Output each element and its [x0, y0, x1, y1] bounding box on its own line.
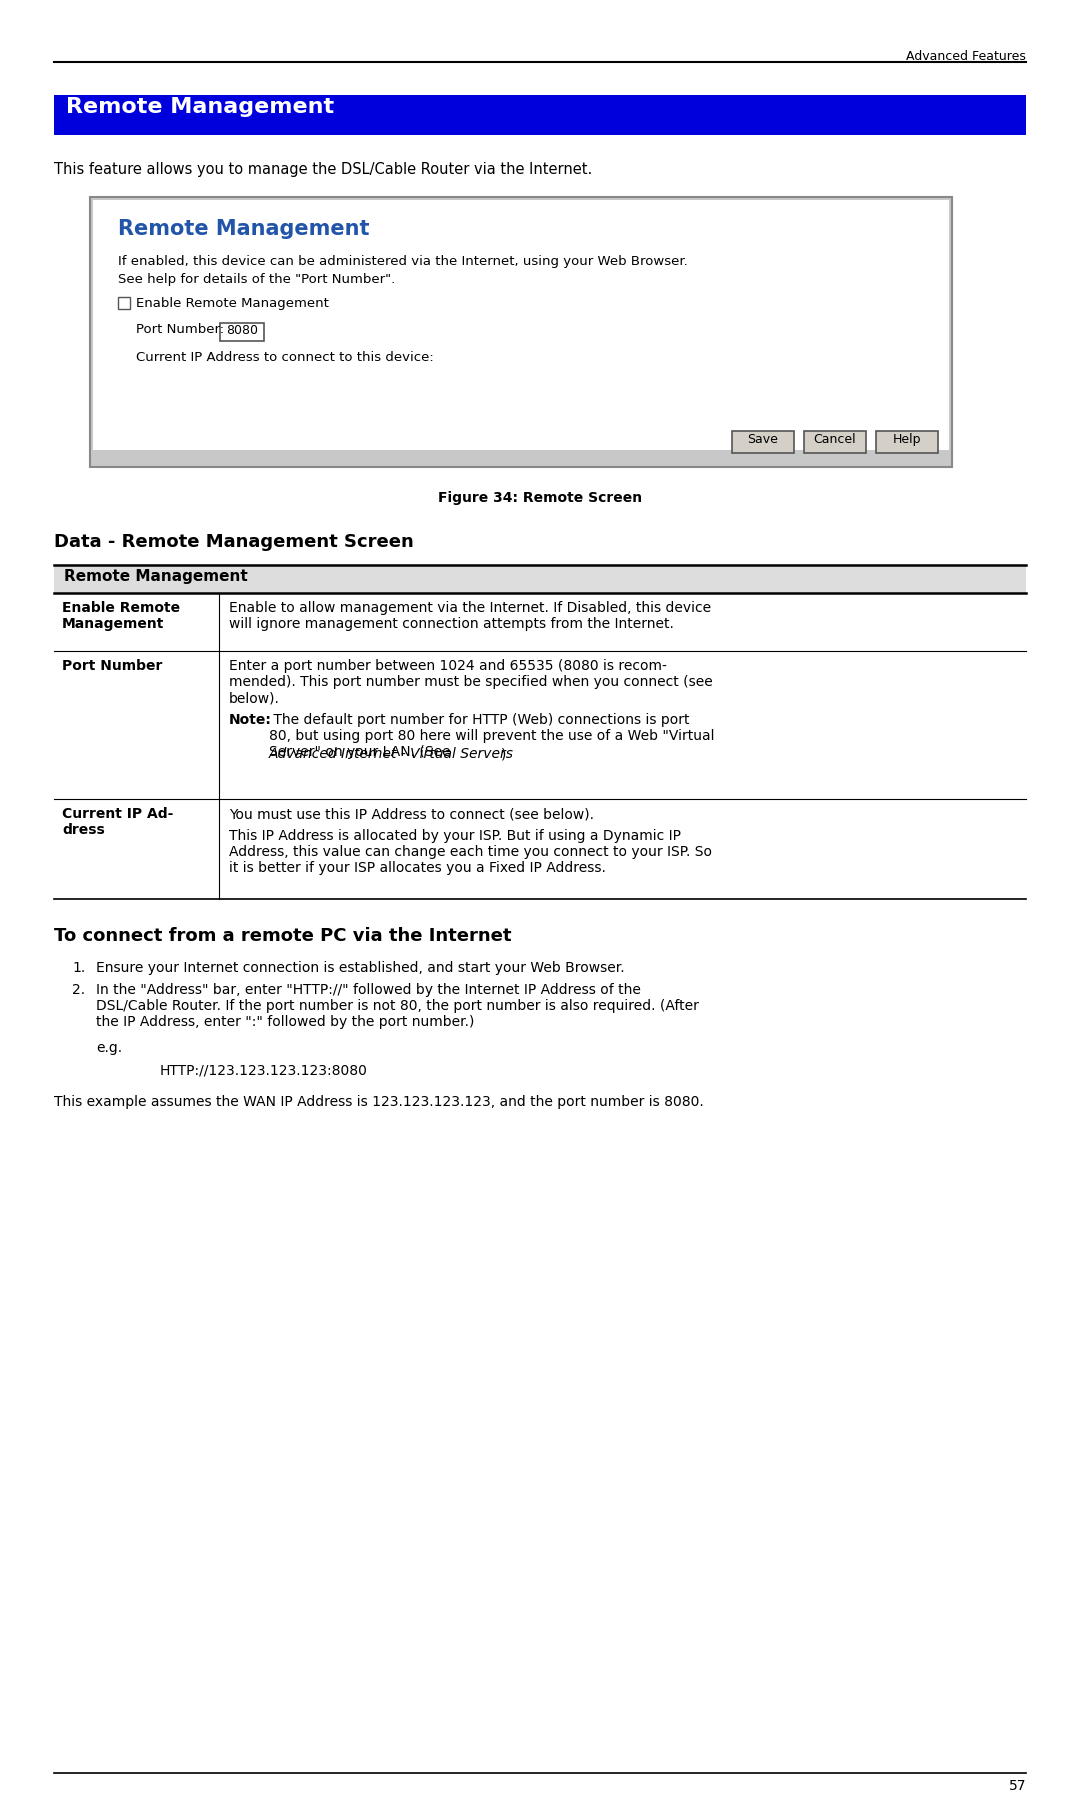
Bar	[732, 431, 794, 453]
Text: Data - Remote Management Screen: Data - Remote Management Screen	[54, 533, 414, 551]
Text: Current IP Ad-
dress: Current IP Ad- dress	[62, 808, 174, 837]
Text: Remote Management: Remote Management	[66, 96, 334, 116]
Text: This example assumes the WAN IP Address is 123.123.123.123, and the port number : This example assumes the WAN IP Address …	[54, 1095, 704, 1110]
Text: Ensure your Internet connection is established, and start your Web Browser.: Ensure your Internet connection is estab…	[96, 960, 624, 975]
Text: Remote Management: Remote Management	[64, 569, 247, 584]
Text: Port Number:: Port Number:	[136, 324, 225, 337]
Bar	[118, 296, 130, 309]
Text: The default port number for HTTP (Web) connections is port
80, but using port 80: The default port number for HTTP (Web) c…	[269, 713, 715, 759]
Text: ): )	[501, 748, 507, 760]
Text: e.g.: e.g.	[96, 1040, 122, 1055]
Text: Enable Remote
Management: Enable Remote Management	[62, 600, 180, 631]
Bar	[54, 95, 1026, 135]
Text: Advanced Features: Advanced Features	[906, 49, 1026, 64]
Text: Save: Save	[747, 433, 779, 446]
Bar	[876, 431, 939, 453]
Text: If enabled, this device can be administered via the Internet, using your Web Bro: If enabled, this device can be administe…	[118, 255, 688, 267]
Text: Help: Help	[893, 433, 921, 446]
Bar	[93, 200, 949, 449]
Bar	[804, 431, 866, 453]
Text: Enter a port number between 1024 and 65535 (8080 is recom-
mended). This port nu: Enter a port number between 1024 and 655…	[229, 658, 713, 706]
Text: Figure 34: Remote Screen: Figure 34: Remote Screen	[437, 491, 643, 506]
Text: You must use this IP Address to connect (see below).: You must use this IP Address to connect …	[229, 808, 594, 820]
Text: Enable Remote Management: Enable Remote Management	[136, 296, 329, 309]
Text: In the "Address" bar, enter "HTTP://" followed by the Internet IP Address of the: In the "Address" bar, enter "HTTP://" fo…	[96, 982, 699, 1030]
Bar	[90, 196, 951, 467]
Text: HTTP://123.123.123.123:8080: HTTP://123.123.123.123:8080	[160, 1062, 368, 1077]
Text: Advanced Internet - Virtual Servers: Advanced Internet - Virtual Servers	[269, 748, 514, 760]
Text: 57: 57	[1009, 1779, 1026, 1794]
Text: This feature allows you to manage the DSL/Cable Router via the Internet.: This feature allows you to manage the DS…	[54, 162, 592, 176]
Text: 2.: 2.	[72, 982, 85, 997]
Text: Cancel: Cancel	[813, 433, 856, 446]
Text: Note:: Note:	[229, 713, 272, 728]
Text: Current IP Address to connect to this device:: Current IP Address to connect to this de…	[136, 351, 434, 364]
Text: 1.: 1.	[72, 960, 85, 975]
Text: 8080: 8080	[226, 324, 258, 337]
Bar	[54, 566, 1026, 593]
Text: See help for details of the "Port Number".: See help for details of the "Port Number…	[118, 273, 395, 286]
Bar	[220, 324, 264, 340]
Text: This IP Address is allocated by your ISP. But if using a Dynamic IP
Address, thi: This IP Address is allocated by your ISP…	[229, 829, 712, 875]
Text: Port Number: Port Number	[62, 658, 162, 673]
Text: Enable to allow management via the Internet. If Disabled, this device
will ignor: Enable to allow management via the Inter…	[229, 600, 711, 631]
Text: Remote Management: Remote Management	[118, 218, 369, 238]
Text: To connect from a remote PC via the Internet: To connect from a remote PC via the Inte…	[54, 928, 512, 946]
